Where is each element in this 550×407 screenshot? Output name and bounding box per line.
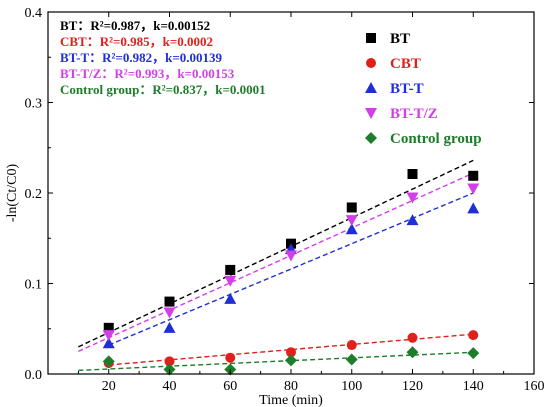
data-point-bt (346, 202, 357, 213)
legend-label-bt-t: BT-T (390, 81, 424, 97)
x-tick-label: 140 (463, 379, 484, 394)
y-tick-label: 0.0 (25, 368, 43, 383)
y-tick-label: 0.1 (25, 278, 43, 293)
data-point-cbt (468, 330, 479, 341)
x-tick-label: 60 (223, 379, 237, 394)
data-point-cbt (225, 352, 236, 363)
legend: BT CBT BT-T BT-T/Z Control group (365, 31, 482, 147)
data-point-cbt (407, 332, 418, 343)
data-point-control-group (406, 346, 419, 359)
annotations: BT：R²=0.987，k=0.00152CBT：R²=0.985，k=0.00… (60, 18, 266, 97)
data-point-control-group (102, 355, 115, 368)
data-point-bt-t (163, 321, 176, 333)
annotation-text: CBT：R²=0.985，k=0.0002 (60, 34, 213, 49)
data-point-bt-t-z (467, 183, 480, 195)
x-tick-label: 80 (284, 379, 298, 394)
y-tick-label: 0.2 (25, 187, 43, 202)
legend-marker-cbt (366, 58, 376, 68)
legend-label-bt-t-z: BT-T/Z (390, 106, 438, 122)
data-point-bt-t-z (345, 215, 358, 227)
annotation-text: BT：R²=0.987，k=0.00152 (60, 18, 210, 33)
data-point-bt (164, 296, 175, 307)
legend-marker-bt-t (365, 82, 377, 93)
data-point-bt (103, 322, 114, 333)
legend-marker-control-group (365, 132, 377, 144)
data-points (102, 168, 480, 376)
x-tick-label: 20 (102, 379, 116, 394)
x-tick-label: 40 (163, 379, 177, 394)
fit-line-bt (78, 159, 474, 348)
data-point-bt (407, 168, 418, 179)
legend-label-cbt: CBT (390, 56, 421, 72)
data-point-control-group (467, 347, 480, 360)
legend-marker-bt (366, 33, 376, 43)
data-point-bt-t (467, 202, 480, 214)
data-point-bt (468, 170, 479, 181)
data-point-bt-t-z (102, 330, 115, 342)
y-axis-title: -ln(Ct/C0) (5, 164, 20, 223)
fit-line-bt-t-z (78, 172, 474, 353)
data-point-bt-t (224, 292, 237, 304)
annotation-text: Control group：R²=0.837，k=0.0001 (60, 82, 266, 97)
data-point-bt-t-z (163, 307, 176, 319)
y-tick-label: 0.3 (25, 97, 43, 112)
legend-marker-bt-t-z (365, 108, 377, 119)
legend-label-control-group: Control group (390, 131, 482, 147)
data-point-cbt (286, 347, 296, 358)
data-point-bt (225, 264, 236, 275)
data-point-bt-t-z (224, 275, 237, 287)
x-axis-title: Time (min) (259, 393, 323, 407)
y-tick-label: 0.4 (25, 6, 43, 21)
data-point-bt-t-z (406, 192, 419, 204)
data-point-bt-t (102, 337, 115, 349)
data-point-bt-t-z (285, 250, 297, 262)
x-tick-label: 100 (341, 379, 362, 394)
data-point-bt-t (345, 223, 358, 235)
x-tick-label: 120 (402, 379, 423, 394)
fit-line-control-group (78, 351, 474, 372)
legend-label-bt: BT (390, 31, 410, 47)
axes (47, 11, 535, 375)
data-point-control-group (345, 353, 358, 366)
data-point-cbt (164, 356, 175, 367)
annotation-text: BT-T：R²=0.982，k=0.00139 (60, 50, 222, 65)
data-point-bt-t (406, 214, 419, 226)
annotation-text: BT-T/Z：R²=0.993，k=0.00153 (60, 66, 235, 81)
data-point-control-group (285, 354, 297, 367)
x-tick-label: 160 (524, 379, 545, 394)
tick-labels: 20 40 60 80 100 120 140 160 0.0 0.1 0.2 0.3 0.4 (25, 6, 545, 394)
data-point-cbt (346, 340, 357, 351)
